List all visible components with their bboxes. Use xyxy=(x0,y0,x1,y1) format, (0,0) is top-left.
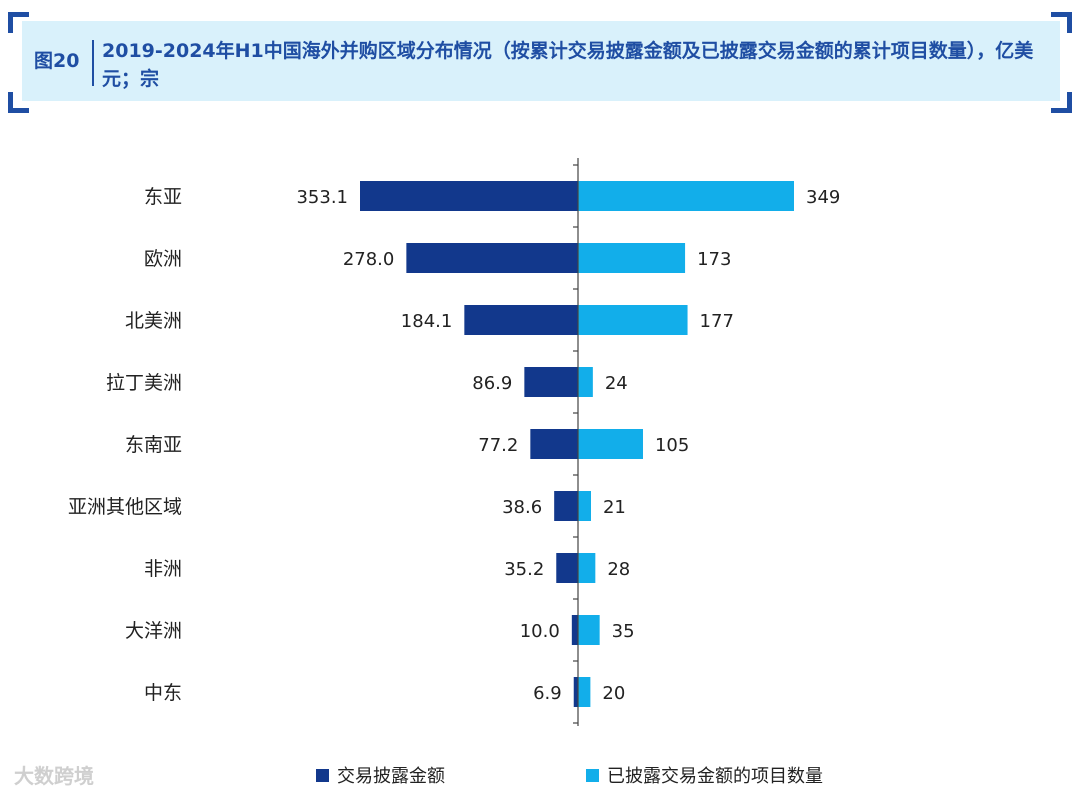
bar-count xyxy=(578,429,643,459)
data-label-amount: 86.9 xyxy=(472,373,512,394)
data-label-count: 28 xyxy=(607,559,630,580)
data-label-amount: 35.2 xyxy=(504,559,544,580)
bar-amount xyxy=(573,677,578,707)
bar-count xyxy=(578,181,794,211)
data-label-count: 177 xyxy=(700,311,734,332)
data-label-amount: 278.0 xyxy=(343,249,395,270)
corner-bracket-bottom-left xyxy=(8,92,29,113)
data-label-amount: 38.6 xyxy=(502,497,542,518)
legend-swatch-count xyxy=(586,768,599,782)
figure-label-divider xyxy=(92,40,94,86)
data-label-count: 35 xyxy=(612,621,635,642)
bar-count xyxy=(578,491,591,521)
corner-bracket-bottom-right xyxy=(1051,92,1072,113)
bar-amount xyxy=(556,553,578,583)
data-label-count: 173 xyxy=(697,249,731,270)
data-label-amount: 184.1 xyxy=(401,311,453,332)
legend-item-count: 已披露交易金额的项目数量 xyxy=(586,762,823,788)
data-label-count: 349 xyxy=(806,187,840,208)
title-panel xyxy=(22,21,1060,101)
category-label: 北美洲 xyxy=(125,310,182,332)
category-label: 拉丁美洲 xyxy=(106,372,182,394)
bar-amount xyxy=(530,429,578,459)
legend-swatch-amount xyxy=(316,768,329,782)
bar-amount xyxy=(360,181,578,211)
bar-amount xyxy=(571,615,578,645)
data-label-count: 105 xyxy=(655,435,689,456)
bar-count xyxy=(578,243,686,273)
figure-label: 图20 xyxy=(34,50,80,72)
bar-amount xyxy=(464,305,578,335)
category-label: 东南亚 xyxy=(125,434,182,456)
corner-bracket-top-left xyxy=(8,12,29,33)
legend-item-amount: 交易披露金额 xyxy=(316,762,445,788)
chart-title: 2019-2024年H1中国海外并购区域分布情况（按累计交易披露金额及已披露交易… xyxy=(102,40,1034,90)
data-label-amount: 6.9 xyxy=(533,683,562,704)
legend-label-amount: 交易披露金额 xyxy=(337,766,445,787)
data-label-amount: 353.1 xyxy=(296,187,348,208)
bar-count xyxy=(578,305,688,335)
data-label-amount: 10.0 xyxy=(520,621,560,642)
corner-bracket-top-right xyxy=(1051,12,1072,33)
category-label: 亚洲其他区域 xyxy=(68,496,182,518)
bar-amount xyxy=(554,491,578,521)
bar-amount xyxy=(524,367,578,397)
category-label: 欧洲 xyxy=(144,248,182,270)
data-label-count: 21 xyxy=(603,497,626,518)
bar-count xyxy=(578,615,600,645)
category-label: 东亚 xyxy=(144,186,182,208)
category-label: 非洲 xyxy=(144,558,182,580)
legend-label-count: 已披露交易金额的项目数量 xyxy=(607,766,823,787)
data-label-count: 24 xyxy=(605,373,628,394)
data-label-amount: 77.2 xyxy=(478,435,518,456)
category-label: 中东 xyxy=(144,682,182,704)
data-label-count: 20 xyxy=(602,683,625,704)
bar-amount xyxy=(406,243,578,273)
category-label: 大洋洲 xyxy=(125,620,182,642)
bar-count xyxy=(578,677,591,707)
watermark: 大数跨境 xyxy=(14,764,94,788)
bar-count xyxy=(578,553,596,583)
bar-count xyxy=(578,367,593,397)
